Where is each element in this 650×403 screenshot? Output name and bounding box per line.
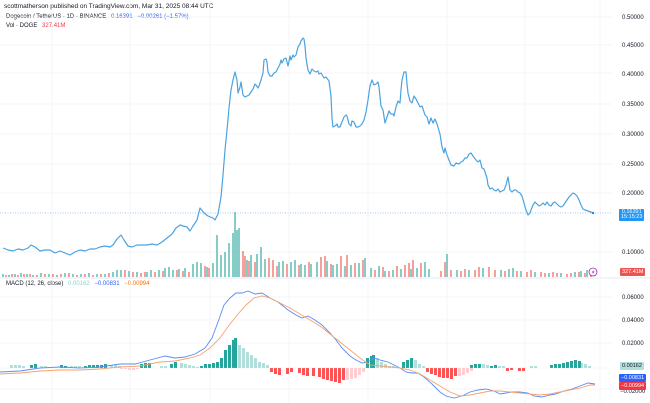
signal-line — [0, 295, 595, 397]
volume-tag: 327.41M — [620, 268, 646, 276]
svg-text:0.40000: 0.40000 — [622, 72, 644, 78]
price-axis[interactable]: 0.50000 0.45000 0.40000 0.35000 0.30000 … — [622, 15, 644, 256]
macd-axis[interactable]: 0.06000 0.04000 0.02000 −0.02000 — [620, 295, 646, 395]
volume-value: 327.41M — [42, 23, 66, 29]
macd-signal-value: −0.00994 — [124, 281, 150, 287]
macd-legend: MACD (12, 26, close) 0.00162 −0.00831 −0… — [6, 281, 152, 287]
svg-text:0.04000: 0.04000 — [622, 318, 644, 324]
svg-text:0.30000: 0.30000 — [622, 132, 644, 138]
svg-text:0.06000: 0.06000 — [622, 295, 644, 301]
svg-text:0.25000: 0.25000 — [622, 162, 644, 168]
price-line — [2, 37, 594, 256]
macd-histogram — [10, 338, 591, 383]
svg-text:0.35000: 0.35000 — [622, 102, 644, 108]
macd-label[interactable]: MACD (12, 26, close) — [6, 281, 64, 287]
svg-text:0.20000: 0.20000 — [622, 191, 644, 197]
svg-text:0.50000: 0.50000 — [622, 15, 644, 21]
volume-legend: Vol · DOGE 327.41M — [6, 23, 68, 29]
lightning-icon[interactable] — [588, 267, 598, 277]
macd-signal-tag: −0.00994 — [619, 382, 647, 390]
volume-bars — [2, 212, 592, 277]
svg-text:0.10000: 0.10000 — [622, 250, 644, 256]
macd-hist-value: 0.00162 — [68, 281, 90, 287]
last-price-tag: 0.16391 15:15:23 — [619, 209, 645, 221]
volume-label[interactable]: Vol · DOGE — [6, 23, 38, 29]
svg-text:0.02000: 0.02000 — [622, 341, 644, 347]
grid — [0, 0, 612, 403]
publisher-line: scottmatherson published on TradingView.… — [4, 3, 214, 10]
macd-hist-tag: 0.00162 — [620, 362, 644, 370]
svg-text:−0.02000: −0.02000 — [620, 389, 646, 395]
macd-line — [0, 290, 596, 399]
macd-line-value: −0.00831 — [94, 281, 120, 287]
svg-text:0.45000: 0.45000 — [622, 43, 644, 49]
macd-line-tag: −0.00831 — [619, 374, 647, 382]
